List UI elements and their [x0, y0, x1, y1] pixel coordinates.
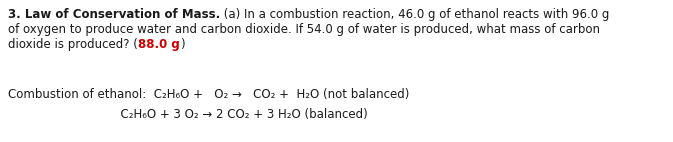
- Text: C₂H₆O + 3 O₂ → 2 CO₂ + 3 H₂O (balanced): C₂H₆O + 3 O₂ → 2 CO₂ + 3 H₂O (balanced): [8, 108, 367, 121]
- Text: dioxide is produced? (: dioxide is produced? (: [8, 38, 138, 51]
- Text: ): ): [180, 38, 184, 51]
- Text: 88.0 g: 88.0 g: [138, 38, 180, 51]
- Text: 3. Law of Conservation of Mass.: 3. Law of Conservation of Mass.: [8, 8, 220, 21]
- Text: (a) In a combustion reaction, 46.0 g of ethanol reacts with 96.0 g: (a) In a combustion reaction, 46.0 g of …: [220, 8, 610, 21]
- Text: Combustion of ethanol:  C₂H₆O +   O₂ →   CO₂ +  H₂O (not balanced): Combustion of ethanol: C₂H₆O + O₂ → CO₂ …: [8, 88, 409, 101]
- Text: of oxygen to produce water and carbon dioxide. If 54.0 g of water is produced, w: of oxygen to produce water and carbon di…: [8, 23, 600, 36]
